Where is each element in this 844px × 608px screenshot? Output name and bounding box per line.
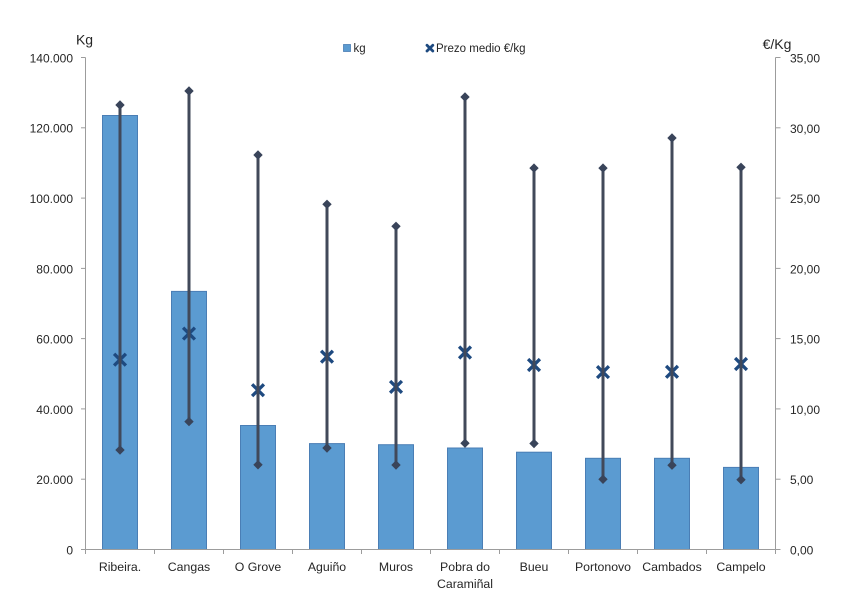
svg-text:Muros: Muros <box>379 560 413 574</box>
svg-text:Aguiño: Aguiño <box>308 560 346 574</box>
svg-text:35,00: 35,00 <box>790 52 820 66</box>
svg-text:80.000: 80.000 <box>36 262 73 276</box>
svg-text:Kg: Kg <box>76 32 93 48</box>
svg-text:20.000: 20.000 <box>36 473 73 487</box>
svg-text:Prezo medio €/kg: Prezo medio €/kg <box>436 43 526 55</box>
svg-text:5,00: 5,00 <box>790 473 814 487</box>
svg-text:40.000: 40.000 <box>36 403 73 417</box>
svg-text:Ribeira.: Ribeira. <box>99 560 141 574</box>
svg-text:Pobra do: Pobra do <box>440 560 490 574</box>
svg-text:25,00: 25,00 <box>790 192 820 206</box>
svg-text:Cangas: Cangas <box>168 560 210 574</box>
svg-text:Bueu: Bueu <box>520 560 549 574</box>
svg-text:15,00: 15,00 <box>790 333 820 347</box>
svg-text:10,00: 10,00 <box>790 403 820 417</box>
svg-text:kg: kg <box>354 43 366 55</box>
svg-text:Cambados: Cambados <box>642 560 701 574</box>
svg-text:0,00: 0,00 <box>790 544 814 558</box>
svg-text:30,00: 30,00 <box>790 122 820 136</box>
svg-text:Portonovo: Portonovo <box>575 560 631 574</box>
svg-text:60.000: 60.000 <box>36 333 73 347</box>
svg-text:140.000: 140.000 <box>30 51 74 65</box>
svg-text:O Grove: O Grove <box>235 560 282 574</box>
svg-text:Caramiñal: Caramiñal <box>437 577 493 591</box>
svg-text:100.000: 100.000 <box>30 192 74 206</box>
svg-text:Campelo: Campelo <box>716 560 765 574</box>
svg-text:20,00: 20,00 <box>790 262 820 276</box>
svg-text:0: 0 <box>66 543 73 557</box>
svg-text:120.000: 120.000 <box>30 122 74 136</box>
svg-text:€/Kg: €/Kg <box>763 36 792 52</box>
